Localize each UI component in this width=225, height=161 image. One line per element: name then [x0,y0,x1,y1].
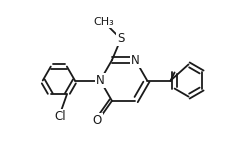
Text: N: N [96,74,105,87]
Text: N: N [131,54,140,67]
Text: CH₃: CH₃ [94,17,115,27]
Text: Cl: Cl [54,110,66,123]
Text: S: S [117,32,125,45]
Text: O: O [93,114,102,127]
